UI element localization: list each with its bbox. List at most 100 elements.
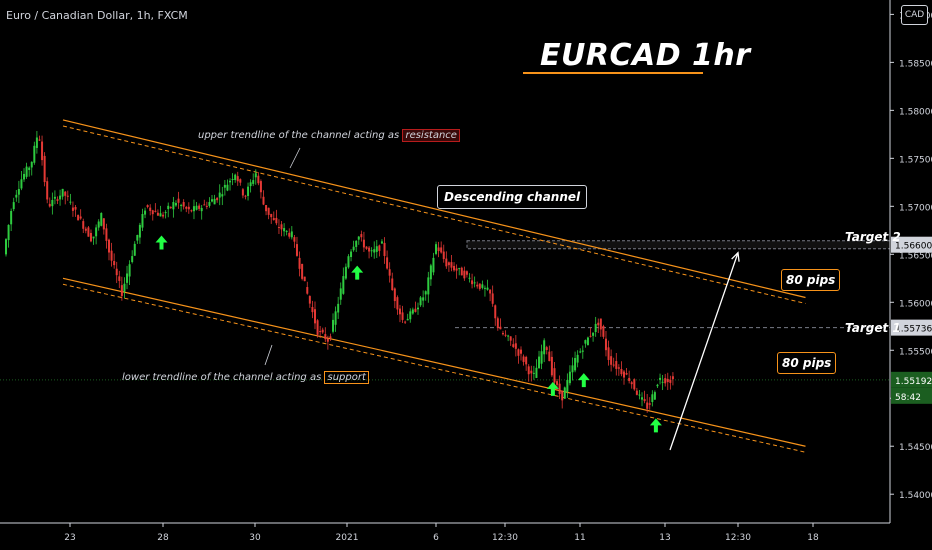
- candle-body: [195, 205, 198, 210]
- candle-body: [581, 350, 584, 352]
- candle-body: [51, 199, 54, 207]
- arrow-head: [577, 373, 590, 388]
- candles: [5, 130, 674, 413]
- candle-body: [154, 210, 157, 212]
- candle-body: [144, 210, 147, 215]
- candle-body: [491, 293, 494, 304]
- candle-body: [360, 234, 363, 238]
- candle-body: [350, 251, 353, 258]
- candle: [89, 229, 92, 243]
- candle: [303, 276, 306, 282]
- candle-body: [277, 227, 280, 229]
- candle-body: [612, 364, 615, 366]
- candle-body: [298, 257, 301, 269]
- candle-body: [380, 241, 383, 244]
- candle-body: [604, 338, 607, 351]
- candle: [653, 390, 656, 401]
- candle-body: [334, 311, 337, 325]
- candle: [275, 209, 278, 226]
- candle: [401, 305, 404, 323]
- upper-trendline-solid: [62, 119, 806, 299]
- candle: [406, 313, 409, 321]
- candle-body: [656, 384, 659, 387]
- candle: [548, 345, 551, 362]
- candle: [141, 208, 144, 232]
- candle: [319, 326, 322, 338]
- candle-body: [661, 381, 664, 383]
- candle-body: [118, 276, 121, 281]
- candle: [144, 207, 147, 219]
- candle: [25, 162, 28, 179]
- candle: [386, 250, 389, 270]
- candle-body: [666, 378, 669, 383]
- candle-body: [427, 277, 430, 295]
- candle-body: [625, 373, 628, 375]
- candle: [56, 196, 59, 204]
- candle-body: [321, 329, 324, 333]
- candle-body: [337, 303, 340, 313]
- candle-body: [507, 335, 510, 337]
- candle-body: [64, 191, 67, 196]
- candle-body: [478, 283, 481, 289]
- candle: [146, 204, 149, 209]
- target1-price-tag-bg: [891, 319, 932, 336]
- candle-body: [458, 268, 461, 270]
- candle-body: [59, 195, 62, 200]
- candle: [280, 220, 283, 237]
- candle-body: [156, 212, 159, 216]
- target1-price-tag: 1.55736: [891, 319, 932, 336]
- candle: [231, 173, 234, 186]
- candle: [110, 242, 113, 267]
- candle-body: [236, 176, 239, 182]
- candle: [481, 280, 484, 290]
- candle: [15, 189, 18, 202]
- candle: [607, 340, 610, 366]
- candle: [545, 345, 548, 355]
- candle-body: [556, 381, 559, 385]
- candle-body: [208, 202, 211, 206]
- target2-price-tag: 1.56600: [891, 236, 932, 253]
- candle-body: [414, 308, 417, 312]
- candle-body: [635, 390, 638, 395]
- candle: [630, 381, 633, 389]
- candle-body: [512, 344, 515, 347]
- candle-body: [319, 331, 322, 333]
- candle: [187, 202, 190, 214]
- candle: [177, 191, 180, 209]
- candle: [579, 348, 582, 354]
- candle-body: [198, 205, 201, 209]
- candle: [574, 351, 577, 373]
- currency-badge[interactable]: CAD: [901, 5, 928, 25]
- candle: [5, 238, 7, 257]
- candle: [66, 190, 69, 201]
- time-tick-label: 13: [659, 533, 670, 543]
- candle-body: [432, 257, 435, 273]
- time-tick-label: 11: [574, 533, 585, 543]
- candle-body: [128, 264, 131, 277]
- candle-body: [568, 371, 571, 384]
- candle: [375, 239, 378, 258]
- candle-body: [66, 195, 69, 197]
- candle: [499, 318, 502, 330]
- candle-body: [234, 174, 237, 180]
- time-tick-label: 12:30: [492, 533, 518, 543]
- candle-body: [314, 309, 316, 324]
- target2-price-tag-text: 1.56600: [895, 242, 932, 252]
- target1-label: Target 1: [845, 321, 901, 335]
- candle: [581, 345, 584, 359]
- candle: [192, 199, 195, 220]
- candle-body: [483, 287, 486, 289]
- candle: [46, 177, 49, 204]
- candle-body: [28, 167, 31, 170]
- support-arrow-icon: [351, 265, 364, 280]
- candle-body: [540, 351, 543, 364]
- candle: [203, 199, 206, 206]
- candle-body: [7, 224, 10, 241]
- candle: [648, 397, 651, 410]
- candle: [120, 276, 123, 301]
- candle-body: [53, 196, 56, 199]
- candle-body: [97, 221, 100, 228]
- candle: [164, 210, 167, 219]
- candle-body: [308, 296, 311, 304]
